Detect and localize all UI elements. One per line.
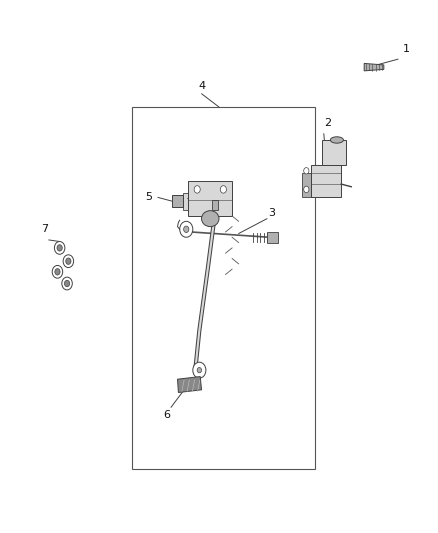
Bar — [311, 165, 341, 197]
Circle shape — [52, 265, 63, 278]
Bar — [302, 173, 311, 197]
Bar — [188, 181, 232, 216]
Bar — [172, 195, 183, 207]
Circle shape — [197, 368, 201, 373]
Bar — [267, 232, 278, 243]
Text: 3: 3 — [268, 208, 275, 219]
Circle shape — [62, 277, 72, 290]
Polygon shape — [177, 376, 201, 392]
Bar — [212, 200, 218, 209]
Text: 1: 1 — [403, 44, 410, 53]
Circle shape — [57, 245, 62, 251]
Circle shape — [54, 241, 65, 254]
Circle shape — [304, 167, 309, 174]
Circle shape — [184, 226, 189, 232]
Polygon shape — [364, 63, 384, 71]
Circle shape — [304, 186, 309, 192]
Ellipse shape — [201, 211, 219, 227]
Circle shape — [180, 221, 193, 237]
Circle shape — [220, 185, 226, 193]
Circle shape — [194, 185, 200, 193]
Text: 4: 4 — [198, 81, 205, 91]
Text: 7: 7 — [41, 224, 48, 235]
Bar — [132, 107, 315, 469]
Circle shape — [55, 269, 60, 275]
Circle shape — [64, 280, 70, 287]
Bar — [321, 140, 346, 165]
Circle shape — [66, 258, 71, 264]
Circle shape — [193, 362, 206, 378]
Bar — [183, 192, 187, 209]
Text: 6: 6 — [163, 410, 170, 421]
Text: 5: 5 — [146, 192, 152, 203]
Circle shape — [63, 255, 74, 268]
Ellipse shape — [330, 137, 343, 143]
Text: 2: 2 — [325, 118, 332, 128]
